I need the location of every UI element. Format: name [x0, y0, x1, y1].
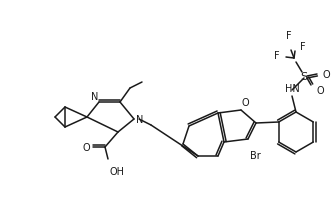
- Text: N: N: [91, 92, 98, 101]
- Text: HN: HN: [285, 84, 299, 94]
- Text: F: F: [286, 31, 292, 41]
- Text: O: O: [242, 98, 250, 107]
- Text: S: S: [300, 72, 308, 82]
- Text: O: O: [323, 70, 331, 80]
- Text: Br: Br: [250, 150, 261, 160]
- Text: F: F: [274, 51, 280, 61]
- Text: N: N: [136, 115, 143, 124]
- Text: O: O: [82, 142, 90, 152]
- Text: O: O: [317, 86, 325, 96]
- Text: F: F: [300, 42, 306, 52]
- Text: OH: OH: [109, 166, 124, 176]
